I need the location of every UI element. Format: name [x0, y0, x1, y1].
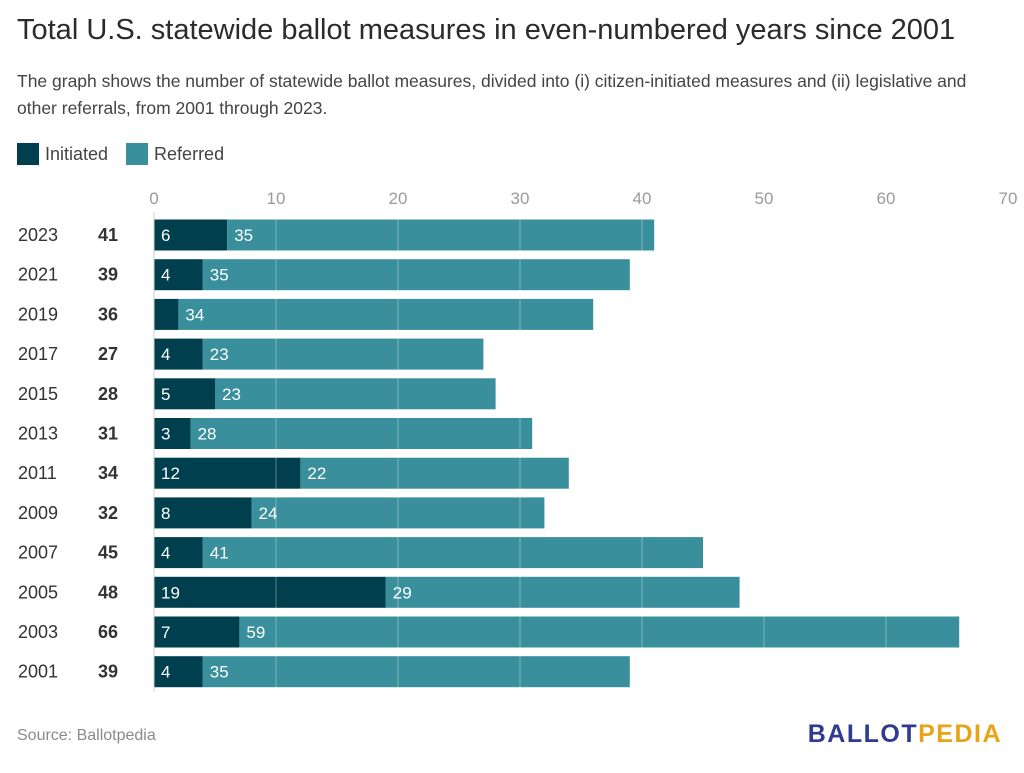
bar-referred [300, 457, 569, 489]
data-label-initiated: 7 [161, 623, 170, 642]
data-label-referred: 35 [234, 226, 253, 245]
y-category-label: 2017 [18, 344, 58, 364]
x-tick-label: 10 [267, 189, 286, 208]
y-category-label: 2019 [18, 304, 58, 324]
y-category-label: 2005 [18, 582, 58, 602]
data-label-referred: 23 [222, 385, 241, 404]
chart-title: Total U.S. statewide ballot measures in … [17, 14, 956, 46]
total-label: 27 [98, 344, 118, 364]
bar-referred [215, 378, 496, 410]
data-label-initiated: 8 [161, 504, 170, 523]
data-label-referred: 59 [246, 623, 265, 642]
total-label: 32 [98, 503, 118, 523]
bar-initiated [154, 378, 215, 410]
y-category-label: 2003 [18, 622, 58, 642]
source-note: Source: Ballotpedia [17, 727, 156, 744]
bar-initiated [154, 298, 179, 330]
data-label-referred: 24 [259, 504, 278, 523]
total-label: 39 [98, 662, 118, 682]
x-tick-label: 50 [755, 189, 774, 208]
bar-referred [202, 338, 484, 370]
data-label-initiated: 19 [161, 583, 180, 602]
total-label: 34 [98, 463, 118, 483]
bar-initiated [154, 418, 191, 449]
legend: Initiated Referred [17, 141, 242, 167]
total-label: 28 [98, 384, 118, 404]
legend-swatch-initiated [17, 143, 39, 165]
x-tick-label: 60 [877, 189, 896, 208]
logo-part2: PEDIA [918, 720, 1002, 748]
bar-referred [202, 656, 630, 688]
bar-referred [202, 259, 630, 291]
x-tick-label: 0 [149, 189, 158, 208]
bar-referred [227, 219, 655, 251]
data-label-referred: 35 [210, 663, 229, 682]
bar-referred [202, 537, 704, 569]
ballotpedia-logo: BALLOTPEDIA [808, 720, 1002, 749]
data-label-initiated: 4 [161, 345, 170, 364]
y-category-label: 2009 [18, 503, 58, 523]
legend-item-initiated: Initiated [17, 143, 108, 165]
y-category-label: 2023 [18, 225, 58, 245]
bar-referred [178, 298, 594, 330]
bar-referred [239, 616, 960, 648]
y-category-label: 2007 [18, 543, 58, 563]
bar-initiated [154, 616, 240, 648]
bar-initiated [154, 259, 203, 291]
x-tick-label: 40 [633, 189, 652, 208]
legend-item-referred: Referred [126, 143, 224, 165]
bar-initiated [154, 457, 301, 489]
y-category-label: 2015 [18, 384, 58, 404]
data-label-referred: 29 [393, 583, 412, 602]
y-category-label: 2001 [18, 662, 58, 682]
legend-label-referred: Referred [154, 143, 225, 164]
bar-initiated [154, 537, 203, 569]
bar-referred [385, 576, 740, 608]
data-label-initiated: 4 [161, 266, 170, 285]
bar-initiated [154, 576, 386, 608]
bar-referred [251, 497, 545, 529]
total-label: 48 [98, 582, 118, 602]
data-label-initiated: 4 [161, 544, 170, 563]
data-label-initiated: 5 [161, 385, 170, 404]
total-label: 45 [98, 543, 118, 563]
total-label: 66 [98, 622, 118, 642]
logo-part1: BALLOT [807, 720, 919, 748]
legend-swatch-referred [126, 143, 149, 165]
total-label: 41 [98, 225, 118, 245]
data-label-referred: 41 [210, 544, 229, 563]
gridlines [275, 212, 1009, 692]
bar-initiated [154, 497, 252, 529]
chart-subtitle: The graph shows the number of statewide … [17, 71, 967, 118]
bar-chart: 0 10 20 30 40 50 60 70 6 35 4 35 34 4 23 5 23 3 28 12 22 8 24 4… [18, 189, 1018, 692]
bar-referred [190, 418, 533, 449]
data-label-initiated: 3 [161, 425, 170, 444]
data-label-initiated: 12 [161, 464, 180, 483]
y-category-label: 2021 [18, 265, 58, 285]
total-label: 31 [98, 424, 118, 444]
data-label-referred: 23 [210, 345, 229, 364]
x-tick-label: 70 [999, 189, 1018, 208]
bar-initiated [154, 338, 203, 370]
y-category-label: 2013 [18, 424, 58, 444]
bar-initiated [154, 656, 203, 688]
bar-initiated [154, 219, 228, 251]
data-label-referred: 22 [307, 464, 326, 483]
legend-label-initiated: Initiated [45, 143, 109, 164]
x-tick-label: 30 [511, 189, 530, 208]
data-label-referred: 34 [185, 305, 204, 324]
data-label-initiated: 4 [161, 663, 170, 682]
total-label: 39 [98, 265, 118, 285]
data-label-referred: 28 [198, 425, 217, 444]
data-label-referred: 35 [210, 266, 229, 285]
y-category-label: 2011 [18, 463, 57, 483]
bars: 6 35 4 35 34 4 23 5 23 3 28 12 22 8 24 4 41 19 29 7 59 4 35 [154, 219, 960, 688]
x-tick-label: 20 [389, 189, 408, 208]
data-label-initiated: 6 [161, 226, 170, 245]
total-label: 36 [98, 304, 118, 324]
